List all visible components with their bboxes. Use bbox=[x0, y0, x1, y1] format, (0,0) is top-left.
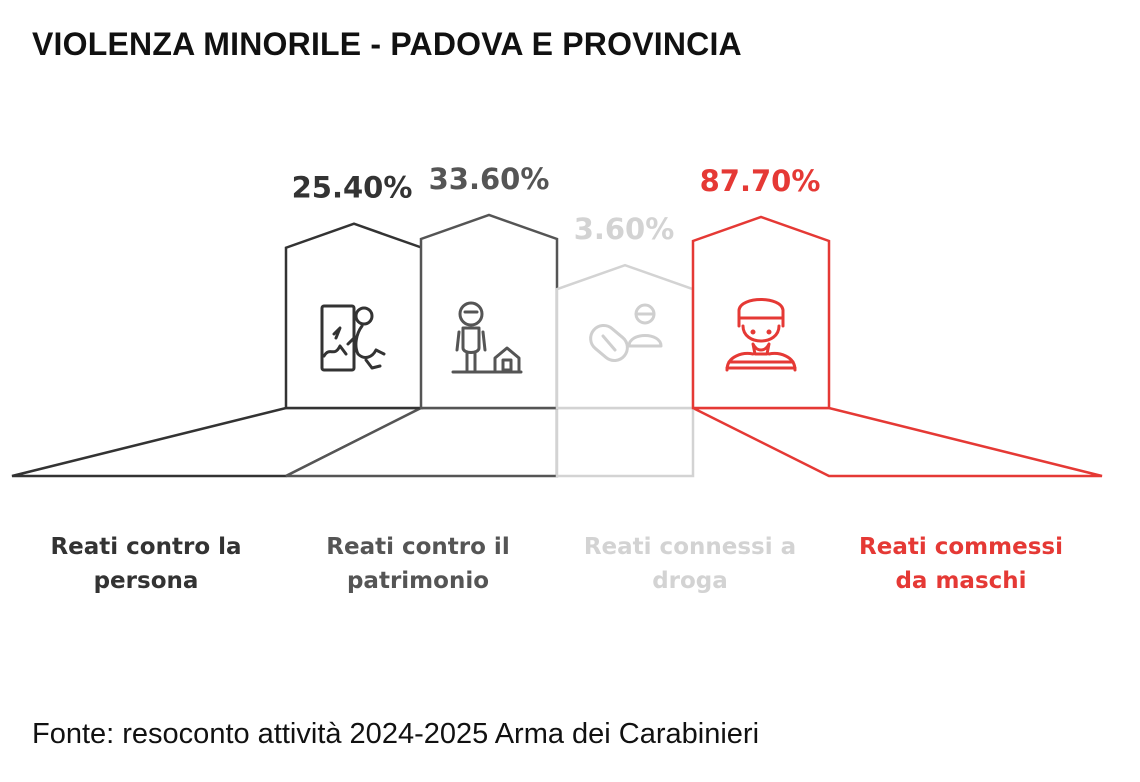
value-label-3: 3.60% bbox=[574, 212, 675, 246]
category-label-2-line-2: patrimonio bbox=[347, 568, 489, 594]
bar-4 bbox=[691, 215, 831, 410]
floor-segment-4 bbox=[692, 406, 1103, 478]
floor-layer bbox=[11, 406, 1103, 478]
category-label-4-line-2: da maschi bbox=[895, 568, 1026, 594]
category-label-3-line-2: droga bbox=[652, 568, 728, 594]
category-label-1-line-1: Reati contro la bbox=[50, 534, 241, 560]
floor-segment-3 bbox=[555, 406, 695, 478]
value-label-4: 87.70% bbox=[700, 164, 821, 198]
bar-3 bbox=[555, 263, 695, 410]
bar-2 bbox=[419, 213, 559, 410]
category-label-1-line-2: persona bbox=[94, 568, 199, 594]
chart-title: VIOLENZA MINORILE - PADOVA E PROVINCIA bbox=[32, 26, 742, 62]
category-label-3-line-1: Reati connessi a bbox=[584, 534, 796, 560]
source-note: Fonte: resoconto attività 2024-2025 Arma… bbox=[32, 718, 760, 750]
category-label-4-line-1: Reati commessi bbox=[859, 534, 1063, 560]
value-label-1: 25.40% bbox=[292, 171, 413, 205]
value-label-2: 33.60% bbox=[429, 162, 550, 196]
value-labels: 25.40% 33.60% 3.60% 87.70% bbox=[292, 162, 821, 246]
assault-icon bbox=[320, 304, 386, 372]
category-labels: Reati contro la persona Reati contro il pat… bbox=[50, 534, 1063, 594]
category-label-2-line-1: Reati contro il bbox=[326, 534, 509, 560]
male-offender-icon bbox=[725, 298, 797, 372]
theft-icon bbox=[451, 301, 523, 374]
drugs-icon bbox=[589, 303, 663, 362]
house-layer bbox=[284, 213, 831, 410]
